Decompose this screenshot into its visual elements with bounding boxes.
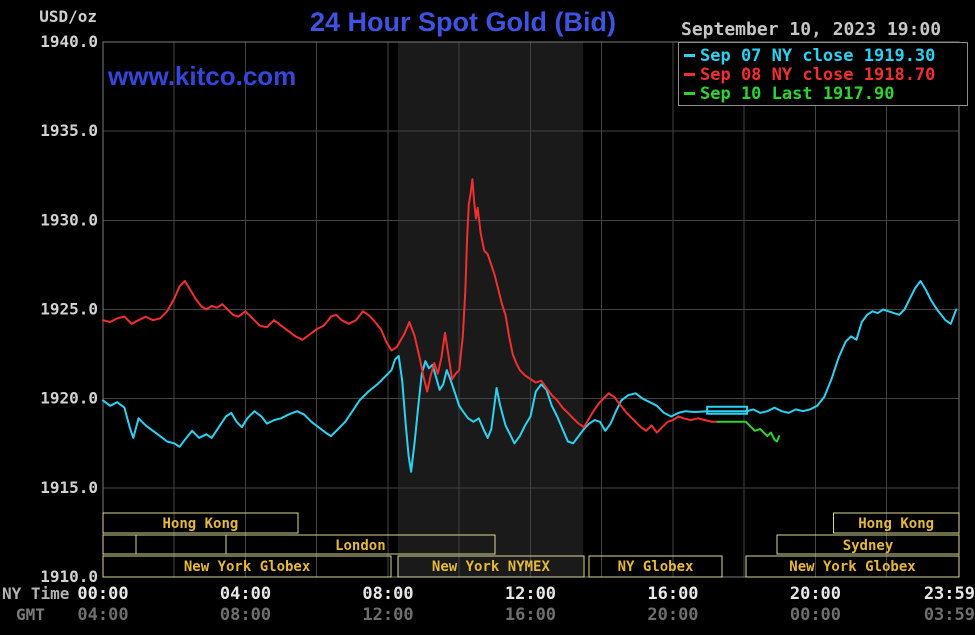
prior-close-marker	[706, 405, 749, 415]
session-label: New York NYMEX	[432, 559, 551, 575]
x-axis-tick-ny: 04:00	[220, 584, 271, 604]
legend-item-sep10: Sep 10 Last 1917.90	[684, 83, 967, 104]
session-box	[102, 534, 137, 555]
y-axis-tick-label: 1910.0	[40, 567, 98, 586]
x-axis-tick-ny: 08:00	[362, 584, 413, 604]
session-label: Sydney	[843, 538, 894, 554]
session-box	[225, 534, 496, 555]
ny-time-caption: NY Time	[2, 584, 69, 603]
legend-label-sep08: Sep 08 NY close 1918.70	[700, 64, 936, 85]
y-axis-tick-label: 1930.0	[40, 210, 98, 229]
x-axis-tick-ny: 23:59	[924, 584, 975, 604]
series-line-sep-08-ny-close	[102, 178, 719, 434]
x-axis-tick-ny: 12:00	[505, 584, 556, 604]
session-label: Hong Kong	[162, 516, 238, 532]
legend-label-sep10: Sep 10 Last 1917.90	[700, 83, 895, 104]
session-label: New York Globex	[184, 559, 311, 575]
y-axis-tick-label: 1915.0	[40, 478, 98, 497]
sep10-line-swatch-icon	[684, 92, 695, 95]
x-axis-tick-ny: 20:00	[790, 584, 841, 604]
y-axis-unit-label: USD/oz	[39, 7, 97, 26]
x-axis-tick-gmt: 08:00	[220, 605, 271, 625]
session-box	[102, 555, 392, 578]
session-box	[102, 512, 299, 534]
session-label: Hong Kong	[858, 516, 934, 532]
legend-box: Sep 07 NY close 1919.30 Sep 08 NY close …	[678, 42, 968, 106]
x-axis-tick-gmt: 16:00	[505, 605, 556, 625]
y-axis-tick-label: 1920.0	[40, 389, 98, 408]
legend-label-sep07: Sep 07 NY close 1919.30	[700, 45, 936, 66]
session-box	[745, 555, 960, 578]
session-box	[832, 512, 960, 534]
gmt-caption: GMT	[16, 605, 45, 624]
x-axis-tick-gmt: 04:00	[77, 605, 128, 625]
x-axis-tick-gmt: 03:59	[924, 605, 975, 625]
legend-item-sep08: Sep 08 NY close 1918.70	[684, 64, 967, 85]
kitco-watermark-link[interactable]: www.kitco.com	[108, 61, 297, 91]
session-box	[397, 555, 585, 578]
y-axis-tick-label: 1925.0	[40, 300, 98, 319]
session-label: NY Globex	[618, 559, 694, 575]
y-axis-tick-label: 1940.0	[40, 32, 98, 51]
session-box	[588, 555, 723, 578]
x-axis-tick-gmt: 20:00	[647, 605, 698, 625]
series-line-sep-07-ny-close	[102, 280, 958, 473]
timestamp: September 10, 2023 19:00	[681, 19, 942, 40]
x-axis-tick-gmt: 00:00	[790, 605, 841, 625]
session-label: New York Globex	[789, 559, 916, 575]
page-title: 24 Hour Spot Gold (Bid)	[310, 7, 616, 37]
sep08-line-swatch-icon	[684, 73, 695, 76]
series-line-sep-10-last	[716, 420, 781, 443]
y-axis-tick-label: 1935.0	[40, 121, 98, 140]
legend-item-sep07: Sep 07 NY close 1919.30	[684, 45, 967, 66]
session-label: London	[335, 538, 386, 554]
x-axis-tick-ny: 00:00	[77, 584, 128, 604]
sep07-line-swatch-icon	[684, 54, 695, 57]
x-axis-tick-ny: 16:00	[647, 584, 698, 604]
session-box	[135, 534, 227, 555]
x-axis-tick-gmt: 12:00	[362, 605, 413, 625]
session-box	[776, 534, 960, 555]
